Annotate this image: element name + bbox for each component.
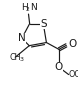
Text: S: S	[40, 19, 47, 29]
Text: 2: 2	[25, 7, 29, 12]
Text: N: N	[18, 33, 26, 43]
Text: O: O	[55, 62, 63, 72]
Text: N: N	[30, 3, 36, 12]
Text: H: H	[21, 3, 28, 12]
Text: OCH: OCH	[69, 70, 78, 79]
Text: O: O	[69, 39, 77, 49]
Text: 3: 3	[20, 57, 23, 62]
Text: CH: CH	[9, 53, 21, 62]
